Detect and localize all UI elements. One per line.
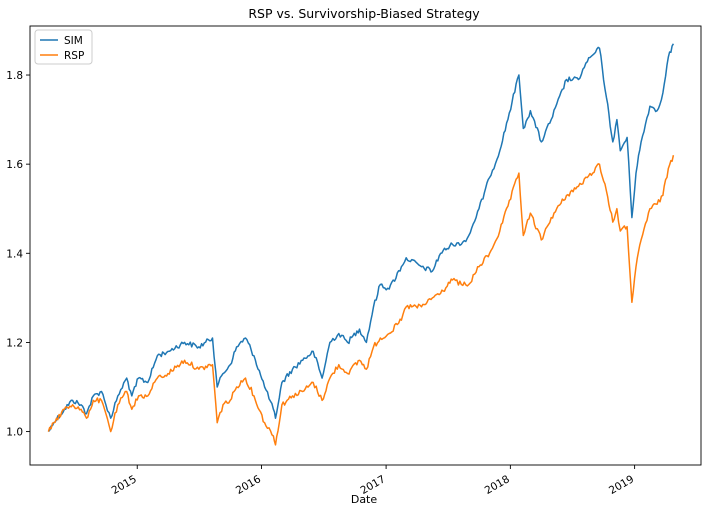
series-layer <box>47 43 675 446</box>
y-tick-label: 1.0 <box>6 427 23 439</box>
legend-label: RSP <box>64 50 84 62</box>
y-tick-label: 1.4 <box>6 248 23 260</box>
series-line-rsp <box>47 155 675 446</box>
series-line-sim <box>47 43 675 433</box>
plot-frame <box>29 25 702 466</box>
y-tick-label: 1.8 <box>6 70 23 82</box>
y-axis: 1.0 1.2 1.4 1.6 1.8 <box>6 70 30 439</box>
chart-title: RSP vs. Survivorship-Biased Strategy <box>248 6 480 21</box>
legend: SIM RSP <box>34 29 93 65</box>
x-axis-title: Date <box>351 493 378 506</box>
y-tick-label: 1.6 <box>6 159 23 171</box>
y-tick-label: 1.2 <box>6 337 23 349</box>
legend-label: SIM <box>64 35 83 47</box>
